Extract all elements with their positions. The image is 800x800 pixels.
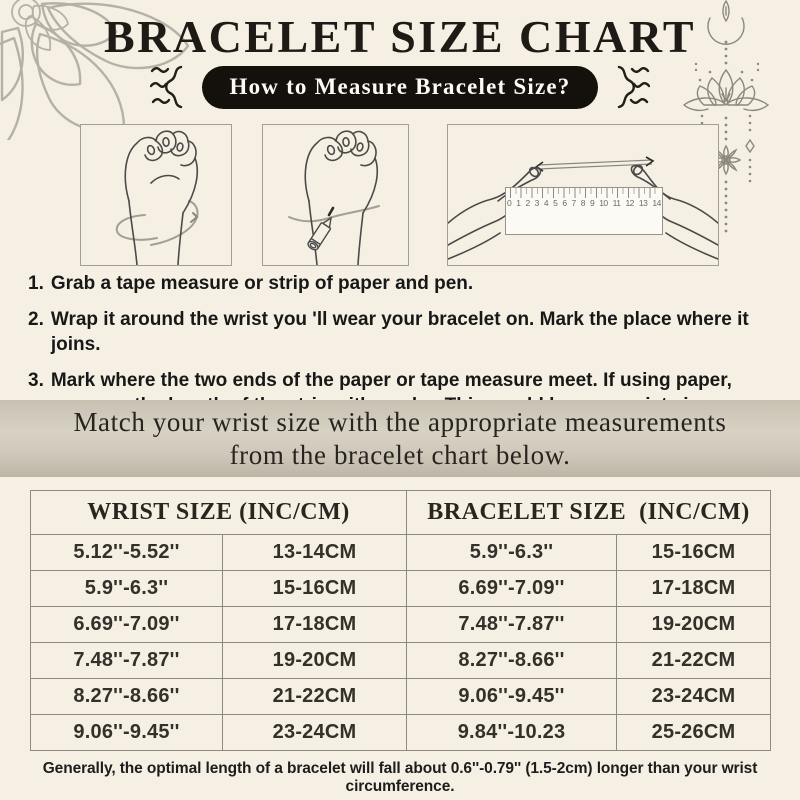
table-row: 5.9''-6.3'' 15-16CM 6.69''-7.09'' 17-18C… (30, 570, 772, 607)
table-row: 8.27''-8.66'' 21-22CM 9.06''-9.45'' 23-2… (30, 678, 772, 715)
mandala-flower-icon (0, 0, 210, 140)
step-3-number: 3. (28, 370, 44, 392)
flourish-bracket-left-icon (149, 65, 182, 109)
step-2: 2. Wrap it around the wrist you 'll wear… (28, 307, 780, 357)
ruler: 0 1 2 3 4 5 6 7 8 9 10 11 12 13 14 (505, 187, 663, 235)
lotus-hanging-ornament-icon (670, 0, 790, 245)
bracelet-inch-cell: 7.48''-7.87'' (406, 606, 617, 643)
table-row: 6.69''-7.09'' 17-18CM 7.48''-7.87'' 19-2… (30, 606, 772, 643)
how-to-measure-pill: How to Measure Bracelet Size? (201, 65, 599, 109)
ruler-numbers: 0 1 2 3 4 5 6 7 8 9 10 11 12 13 14 (507, 198, 661, 208)
bracelet-cm-cell: 19-20CM (615, 606, 772, 643)
bracelet-cm-cell: 23-24CM (615, 678, 772, 715)
flourish-bracket-right-icon (618, 65, 651, 109)
bracelet-cm-cell: 17-18CM (615, 570, 772, 607)
table-row: 9.06''-9.45'' 23-24CM 9.84''-10.23 25-26… (30, 714, 772, 751)
wrist-inch-cell: 7.48''-7.87'' (30, 642, 223, 679)
wrist-cm-cell: 17-18CM (222, 606, 407, 643)
wrist-size-header: WRIST SIZE (INC/CM) (30, 490, 407, 535)
banner-line-2: from the bracelet chart below. (229, 439, 571, 470)
wrist-inch-cell: 9.06''-9.45'' (30, 714, 223, 751)
table-row: 7.48''-7.87'' 19-20CM 8.27''-8.66'' 21-2… (30, 642, 772, 679)
bracelet-inch-cell: 6.69''-7.09'' (406, 570, 617, 607)
bracelet-inch-cell: 5.9''-6.3'' (406, 534, 617, 571)
bracelet-cm-cell: 25-26CM (615, 714, 772, 751)
ruler-ticks (510, 188, 658, 198)
bracelet-cm-cell: 21-22CM (615, 642, 772, 679)
wrist-wrap-string-illustration (80, 124, 232, 266)
bracelet-inch-cell: 9.06''-9.45'' (406, 678, 617, 715)
wrist-inch-cell: 5.9''-6.3'' (30, 570, 223, 607)
wrist-mark-pen-illustration (262, 124, 409, 266)
bracelet-size-header: BRACELET SIZE (INC/CM) (405, 490, 772, 535)
wrist-cm-cell: 19-20CM (222, 642, 407, 679)
size-table-header-row: WRIST SIZE (INC/CM) BRACELET SIZE (INC/C… (30, 490, 772, 535)
subtitle-row: How to Measure Bracelet Size? (0, 64, 800, 110)
step-2-number: 2. (28, 309, 44, 331)
wrist-cm-cell: 21-22CM (222, 678, 407, 715)
step-2-text: Wrap it around the wrist you 'll wear yo… (50, 309, 749, 356)
wrist-inch-cell: 5.12''-5.52'' (30, 534, 223, 571)
bracelet-inch-cell: 8.27''-8.66'' (406, 642, 617, 679)
pill-label: How to Measure Bracelet Size? (229, 74, 571, 99)
step-1-text: Grab a tape measure or strip of paper an… (50, 273, 474, 294)
bracelet-cm-cell: 15-16CM (615, 534, 772, 571)
wrist-inch-cell: 8.27''-8.66'' (30, 678, 223, 715)
bracelet-inch-cell: 9.84''-10.23 (406, 714, 617, 751)
size-table: WRIST SIZE (INC/CM) BRACELET SIZE (INC/C… (30, 490, 772, 751)
banner-line-1: Match your wrist size with the appropria… (73, 406, 727, 437)
strip-ruler-measure-illustration: 0 1 2 3 4 5 6 7 8 9 10 11 12 13 14 (447, 124, 719, 266)
footnote: Generally, the optimal length of a brace… (42, 760, 758, 795)
page-title: BRACELET SIZE CHART (103, 11, 697, 62)
wrist-cm-cell: 13-14CM (222, 534, 407, 571)
step-1-number: 1. (28, 273, 44, 294)
step-1: 1. Grab a tape measure or strip of paper… (28, 271, 780, 296)
wrist-cm-cell: 15-16CM (222, 570, 407, 607)
wrist-inch-cell: 6.69''-7.09'' (30, 606, 223, 643)
table-row: 5.12''-5.52'' 13-14CM 5.9''-6.3'' 15-16C… (30, 534, 772, 571)
match-size-banner: Match your wrist size with the appropria… (0, 400, 800, 477)
wrist-cm-cell: 23-24CM (222, 714, 407, 751)
